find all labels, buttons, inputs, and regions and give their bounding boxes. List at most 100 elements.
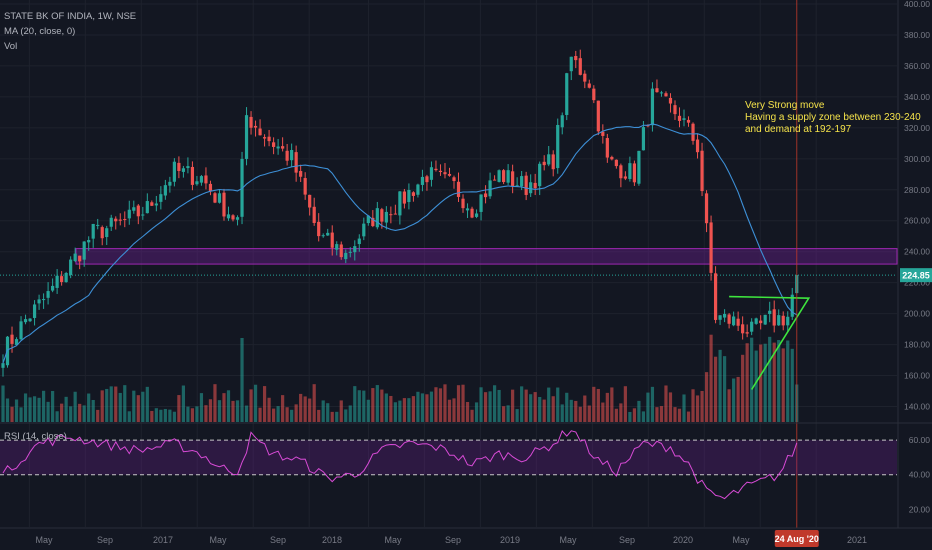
price-tick-label: 340.00 [904,92,930,102]
candle-body [118,219,122,221]
candle [78,255,82,270]
candle-body [64,273,68,283]
candle-body [398,191,402,216]
volume-bar [69,406,73,422]
volume-bar [713,356,718,422]
candle-body [105,228,109,238]
volume-bar [136,395,140,422]
candle [488,172,492,199]
candle-body [393,213,397,215]
candle-body [235,217,240,220]
volume-bar [78,403,82,422]
candle [623,171,627,181]
volume-bar [583,395,587,422]
volume-bar [46,401,50,422]
candle [118,213,122,226]
candle-body [461,198,465,209]
price-tick-label: 140.00 [904,402,930,412]
candle [249,111,253,135]
volume-bar [339,400,343,422]
volume-bar [556,387,560,422]
candle-body [623,176,627,179]
candle [686,116,691,127]
candle [136,204,140,225]
volume-bar [51,390,55,422]
volume-bar [456,385,461,422]
volume-bar [240,338,244,422]
volume-bar [348,405,352,422]
symbol-title[interactable]: STATE BK OF INDIA, 1W, NSE [4,11,137,22]
volume-bar [479,387,483,422]
volume-bar [141,391,145,422]
volume-bar [285,407,289,422]
candle-body [344,252,348,260]
candle-body [619,165,623,179]
volume-bar [244,405,249,422]
candle [195,175,199,186]
candle [569,56,573,81]
candle [64,271,68,283]
candle-body [380,209,384,222]
volume-bars [1,334,799,422]
time-tick-label: May [384,535,402,545]
grid-lines [0,0,897,527]
ma-indicator-label[interactable]: MA (20, close, 0) [4,26,76,37]
volume-indicator-label[interactable]: Vol [4,41,18,52]
price-tick-label: 180.00 [904,340,930,350]
candle [168,176,172,193]
candle-body [317,221,321,237]
candle-body [781,315,785,326]
candle-body [506,170,510,183]
current-date-label: 24 Aug '20 [775,534,819,544]
candle [741,316,745,340]
candle-body [267,136,271,142]
candle [303,172,307,200]
candle [677,107,682,128]
candle-body [515,185,519,187]
candle [650,82,655,132]
candle [483,185,488,204]
candle [443,163,447,179]
volume-bar [1,385,5,422]
candle [673,100,677,120]
last-price-value: 224.85 [902,271,930,281]
candle [231,214,235,222]
candle-body [551,154,555,170]
volume-bar [483,392,488,422]
candle [547,146,551,167]
candle-body [163,185,167,196]
candle [141,206,145,220]
candle [172,158,176,187]
volume-bar [565,392,569,422]
price-tick-label: 300.00 [904,154,930,164]
candle [199,174,204,186]
candle-body [276,146,280,149]
candle-body [641,127,646,151]
candle [551,150,555,177]
candle [596,100,600,136]
candle-body [159,194,163,202]
volume-bar [695,395,700,422]
candle [366,215,370,226]
candle-body [375,208,379,228]
candle [605,133,609,163]
volume-bar [723,356,727,422]
candle [695,133,700,159]
volume-bar [100,390,104,422]
volume-bar [655,407,659,422]
candle [258,119,262,136]
candle [159,186,163,210]
volume-bar [786,340,790,422]
candle-body [290,150,294,161]
volume-bar [592,386,596,422]
candle-body [14,339,19,345]
volume-bar [524,389,528,422]
rsi-band [0,440,897,475]
supply-zone [75,248,898,265]
candle [759,315,763,330]
candle [109,214,113,232]
volume-bar [172,411,176,422]
rsi-indicator-label[interactable]: RSI (14, close) [4,431,67,442]
price-tick-label: 200.00 [904,309,930,319]
